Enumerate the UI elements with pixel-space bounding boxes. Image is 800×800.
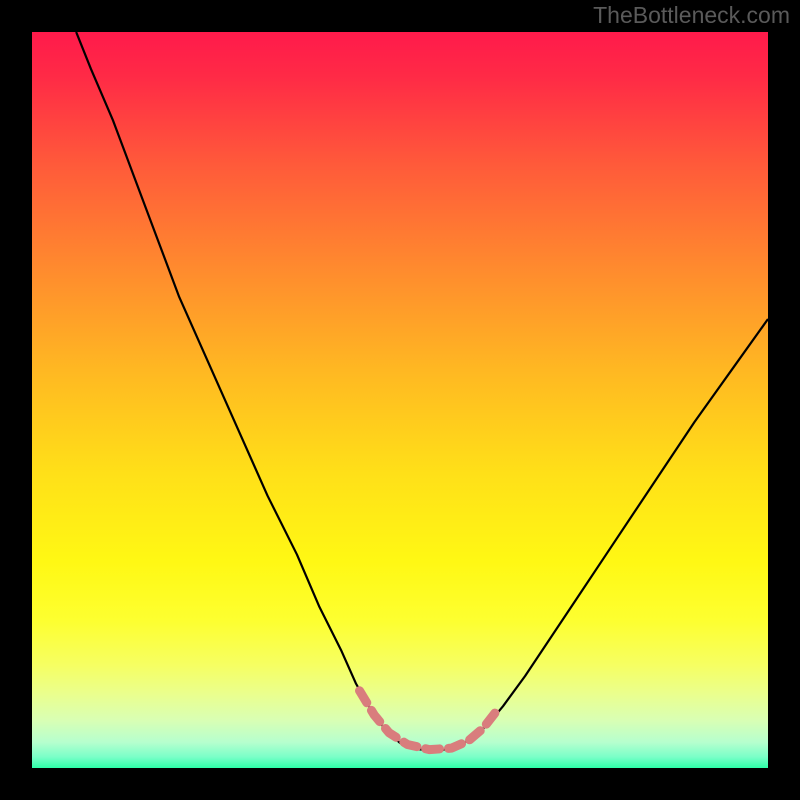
gradient-background	[32, 32, 768, 768]
watermark-text: TheBottleneck.com	[593, 2, 790, 29]
chart-stage: TheBottleneck.com	[0, 0, 800, 800]
plot-area	[32, 32, 768, 768]
